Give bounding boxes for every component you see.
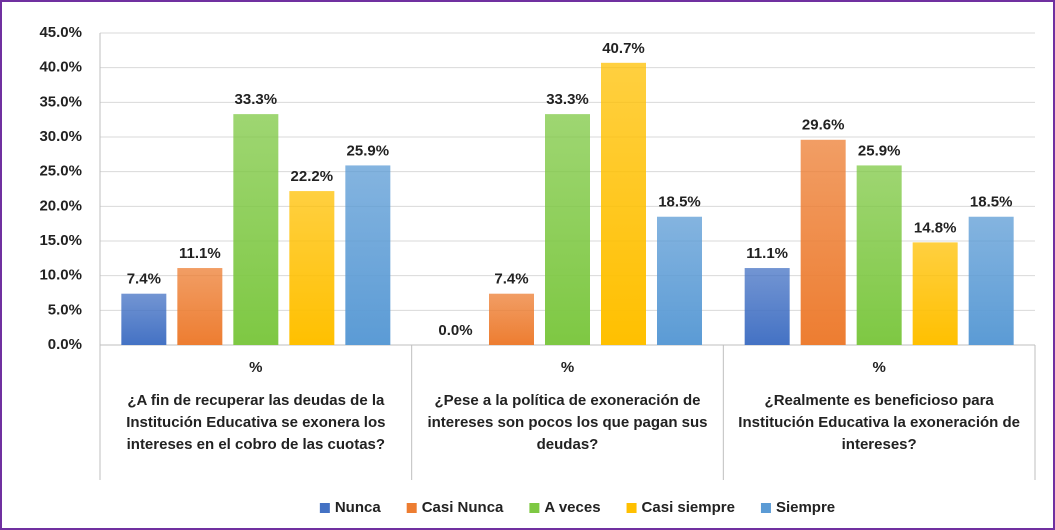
data-label: 33.3% <box>235 91 278 108</box>
x-tick-label: ¿Pese a la política de exoneración de in… <box>427 392 708 453</box>
data-label: 11.1% <box>179 245 221 262</box>
x-tick-label: ¿Realmente es beneficioso para Instituci… <box>738 392 1021 453</box>
legend-label: Nunca <box>335 499 382 516</box>
y-tick-label: 20.0% <box>39 197 82 214</box>
data-label: 29.6% <box>802 117 845 134</box>
bar <box>489 293 534 345</box>
data-label: 22.2% <box>291 168 334 185</box>
data-label: 11.1% <box>746 245 788 262</box>
data-label: 40.7% <box>602 40 645 57</box>
data-label: 18.5% <box>970 194 1013 211</box>
legend-swatch <box>319 503 330 513</box>
bar <box>177 268 223 345</box>
legend-swatch <box>760 503 771 513</box>
legend-label: Siempre <box>776 499 835 516</box>
bar <box>121 293 167 345</box>
bar <box>968 216 1014 345</box>
legend-swatch <box>406 503 417 513</box>
bar <box>856 165 902 345</box>
legend-label: A veces <box>544 499 600 516</box>
legend-label: Casi siempre <box>642 499 735 516</box>
y-tick-label: 40.0% <box>39 59 82 76</box>
y-tick-label: 15.0% <box>39 232 82 249</box>
legend-swatch <box>529 503 540 513</box>
bar <box>657 216 702 345</box>
y-tick-label: 45.0% <box>39 24 82 41</box>
bar <box>345 165 391 345</box>
y-tick-label: 10.0% <box>39 267 82 284</box>
data-label: 0.0% <box>438 322 472 339</box>
subcategory-label: % <box>872 359 885 376</box>
data-label: 33.3% <box>546 91 589 108</box>
data-label: 25.9% <box>858 142 901 159</box>
bar <box>744 268 790 345</box>
bar <box>800 139 846 345</box>
bar <box>233 114 279 346</box>
data-label: 18.5% <box>658 194 701 211</box>
y-tick-label: 30.0% <box>39 128 82 145</box>
y-tick-label: 25.0% <box>39 163 82 180</box>
subcategory-label: % <box>561 359 574 376</box>
bar <box>545 114 590 346</box>
data-label: 25.9% <box>347 142 390 159</box>
y-tick-label: 35.0% <box>39 93 82 110</box>
bar <box>289 191 335 345</box>
subcategory-label: % <box>249 359 262 376</box>
legend-swatch <box>626 503 637 513</box>
bar <box>912 242 958 345</box>
data-label: 7.4% <box>494 271 528 288</box>
legend-label: Casi Nunca <box>422 499 504 516</box>
data-label: 7.4% <box>127 271 161 288</box>
y-tick-label: 0.0% <box>48 336 82 353</box>
data-label: 14.8% <box>914 219 957 236</box>
y-tick-label: 5.0% <box>48 301 82 318</box>
bar <box>601 62 646 346</box>
x-tick-label: ¿A fin de recuperar las deudas de la Ins… <box>126 392 386 453</box>
